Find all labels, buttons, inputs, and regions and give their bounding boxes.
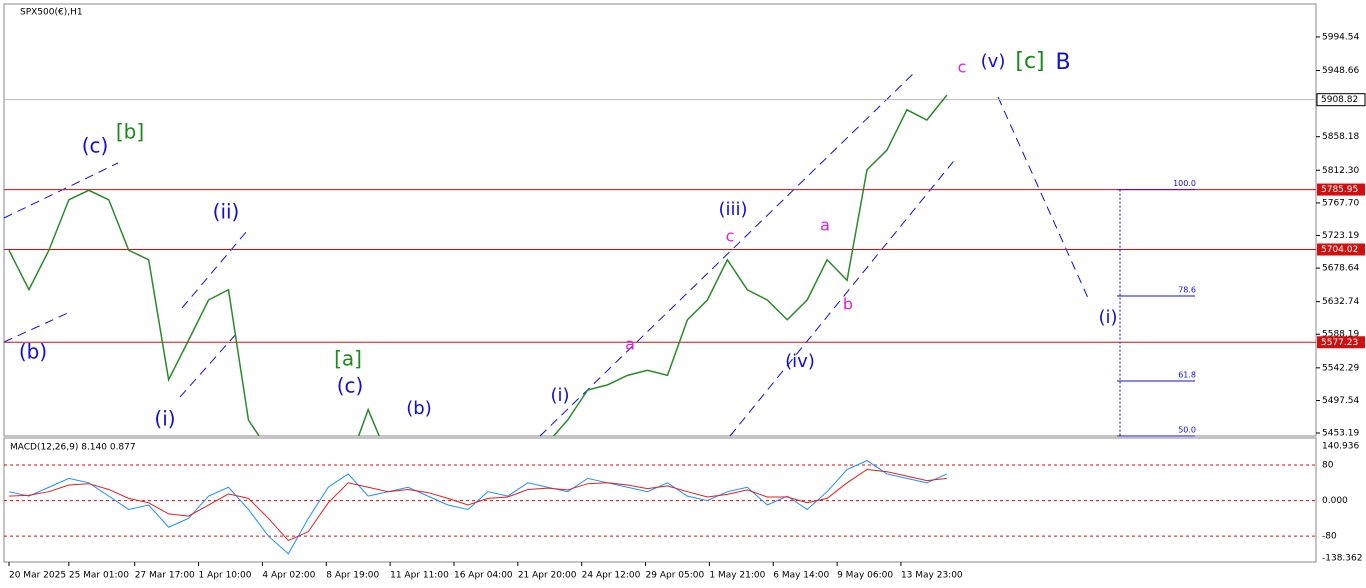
- x-tick-label: 1 Apr 10:00: [199, 571, 252, 581]
- y-tick-label: 5723.19: [1322, 231, 1359, 241]
- level-label: 5704.02: [1321, 245, 1358, 255]
- wave-label: (b): [19, 340, 47, 364]
- wave-label: (i): [550, 385, 569, 406]
- x-tick-label: 1 May 21:00: [709, 571, 765, 581]
- y-tick-label: 5858.18: [1322, 132, 1359, 142]
- x-tick-label: 6 May 14:00: [773, 571, 829, 581]
- wave-label: [b]: [116, 120, 144, 144]
- wave-label: (i): [154, 407, 175, 431]
- y-tick-label: 5948.66: [1322, 66, 1359, 76]
- wave-label: [c]: [1015, 49, 1044, 74]
- y-tick-label: 5542.29: [1322, 363, 1359, 373]
- price-line: [8, 94, 948, 436]
- y-tick-label: 5678.64: [1322, 264, 1359, 274]
- x-tick-label: 16 Apr 04:00: [454, 571, 513, 581]
- x-tick-label: 9 May 06:00: [837, 571, 893, 581]
- wave-label: [a]: [334, 347, 362, 371]
- x-tick-label: 4 Apr 02:00: [262, 571, 315, 581]
- macd-tick-label: 140.936: [1322, 442, 1359, 452]
- wave-label: (ii): [213, 200, 240, 224]
- wave-label: (iv): [785, 351, 815, 372]
- wave-label: c: [726, 227, 735, 246]
- level-label: 5785.95: [1321, 185, 1358, 195]
- chart-title: SPX500(€),H1: [20, 8, 83, 18]
- level-box: [1317, 183, 1365, 196]
- macd-panel: [3, 437, 1317, 563]
- current-price-box: [1316, 93, 1366, 107]
- x-tick-label: 27 Mar 17:00: [135, 571, 195, 581]
- macd-tick-label: 0.000: [1322, 496, 1348, 506]
- wave-label: b: [843, 295, 853, 314]
- current-price-label: 5908.82: [1321, 95, 1358, 105]
- fib-label: 61.8: [1178, 371, 1196, 380]
- y-tick-label: 5812.30: [1322, 166, 1359, 176]
- x-tick-label: 20 Mar 2025: [9, 571, 66, 581]
- y-tick-label: 5453.19: [1322, 429, 1359, 439]
- macd-tick-label: -138.362: [1322, 554, 1362, 564]
- macd-tick-label: 80: [1322, 461, 1334, 471]
- price-panel: [3, 3, 1317, 437]
- x-tick-label: 29 Apr 05:00: [646, 571, 705, 581]
- wave-label: a: [625, 335, 635, 354]
- y-tick-label: 5767.70: [1322, 198, 1359, 208]
- x-tick-label: 24 Apr 12:00: [582, 571, 641, 581]
- wave-label: (c): [82, 134, 109, 158]
- y-tick-label: 5497.54: [1322, 396, 1359, 406]
- x-tick-label: 25 Mar 01:00: [69, 571, 129, 581]
- x-tick-label: 11 Apr 11:00: [390, 571, 449, 581]
- y-tick-label: 5994.54: [1322, 32, 1359, 42]
- x-tick-label: 13 May 23:00: [901, 571, 963, 581]
- fib-label: 50.0: [1178, 426, 1196, 435]
- fib-label: 100.0: [1173, 179, 1196, 188]
- level-box: [1317, 336, 1365, 349]
- x-tick-label: 8 Apr 19:00: [326, 571, 379, 581]
- wave-label: B: [1055, 50, 1070, 75]
- trend-lines: [3, 71, 1089, 437]
- wave-label: (i): [1098, 307, 1117, 328]
- wave-label: (v): [981, 51, 1006, 72]
- macd-tick-label: -80: [1322, 532, 1337, 542]
- y-tick-label: 5588.19: [1322, 330, 1359, 340]
- level-box: [1317, 243, 1365, 256]
- macd-signal: [8, 468, 947, 542]
- level-label: 5577.23: [1321, 338, 1358, 348]
- wave-label: a: [820, 216, 830, 235]
- wave-label: (b): [406, 398, 431, 419]
- macd-label: MACD(12,26,9) 8.140 0.877: [10, 443, 136, 453]
- wave-label: c: [958, 58, 967, 77]
- y-tick-label: 5632.74: [1322, 297, 1359, 307]
- x-tick-label: 21 Apr 20:00: [518, 571, 577, 581]
- wave-label: (c): [337, 374, 364, 398]
- fib-label: 78.6: [1178, 286, 1196, 295]
- wave-label: (iii): [718, 199, 747, 220]
